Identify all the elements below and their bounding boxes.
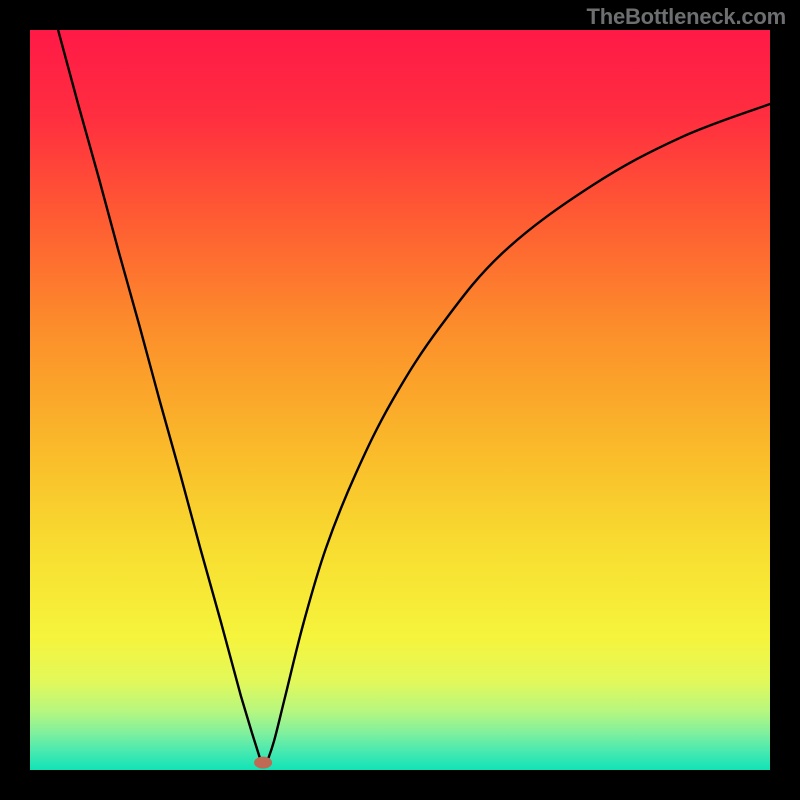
bottleneck-chart: [0, 0, 800, 800]
minimum-marker: [254, 757, 272, 769]
watermark-text: TheBottleneck.com: [586, 4, 786, 30]
figure-container: TheBottleneck.com: [0, 0, 800, 800]
plot-background-gradient: [30, 30, 770, 770]
